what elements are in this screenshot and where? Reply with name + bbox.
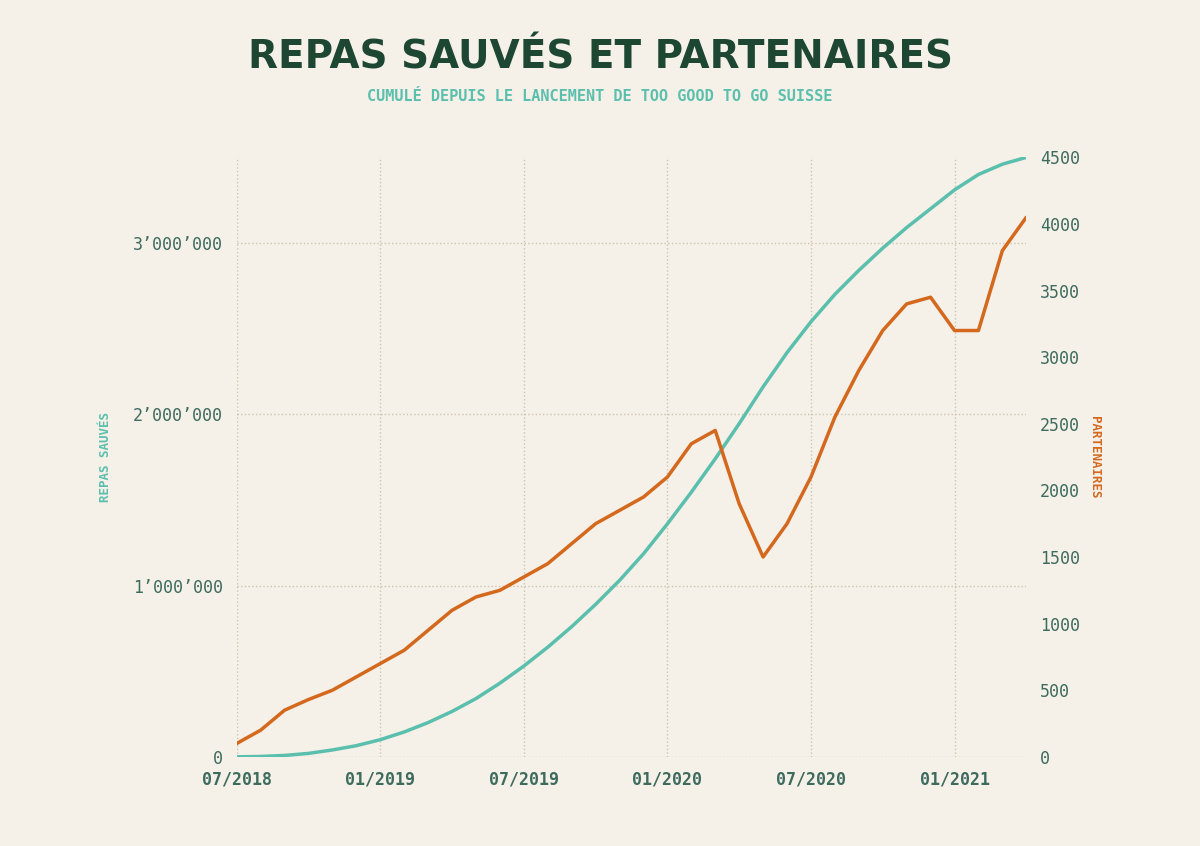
Text: REPAS SAUVÉS ET PARTENAIRES: REPAS SAUVÉS ET PARTENAIRES — [247, 38, 953, 76]
Y-axis label: REPAS SAUVÉS: REPAS SAUVÉS — [100, 412, 112, 502]
Y-axis label: PARTENAIRES: PARTENAIRES — [1088, 416, 1102, 498]
Text: CUMULÉ DEPUIS LE LANCEMENT DE TOO GOOD TO GO SUISSE: CUMULÉ DEPUIS LE LANCEMENT DE TOO GOOD T… — [367, 89, 833, 104]
